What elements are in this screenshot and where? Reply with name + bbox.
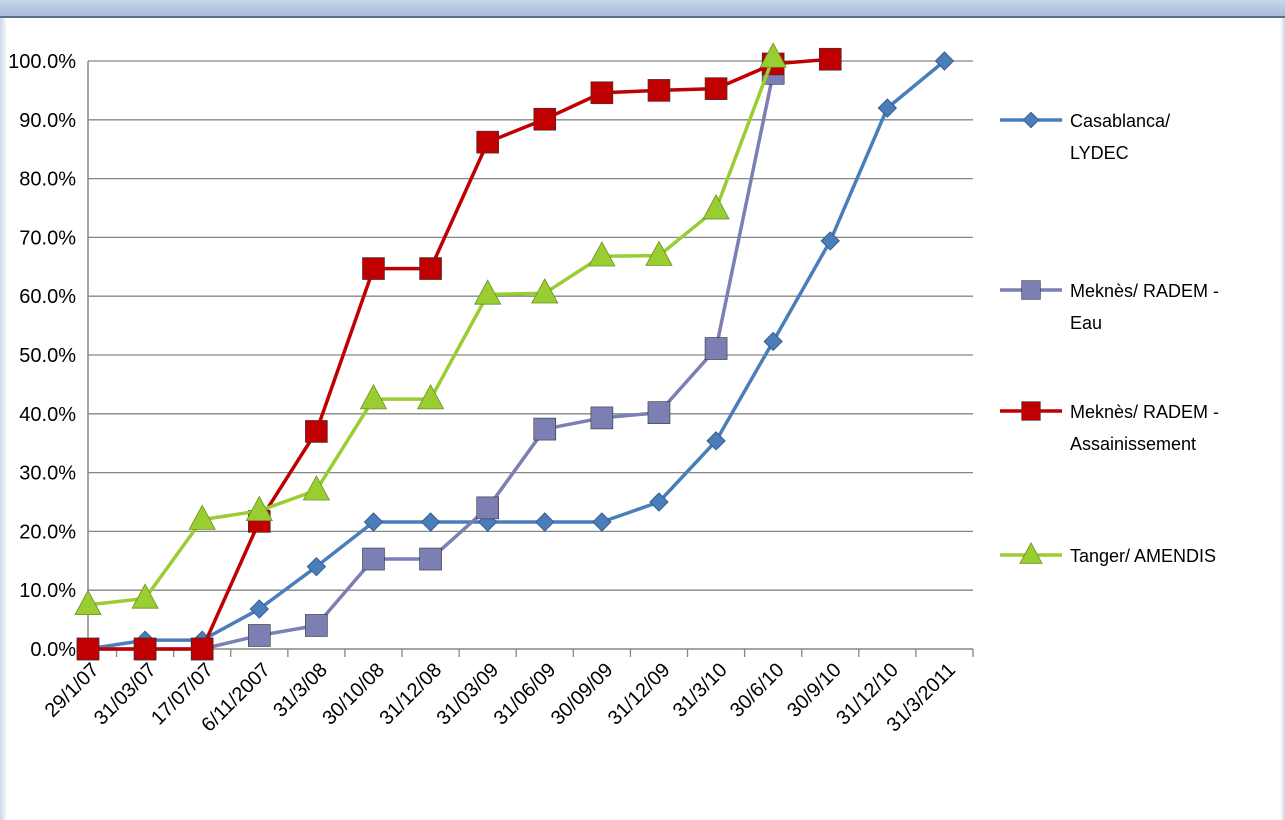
data-point — [877, 98, 898, 118]
legend-entry: Meknès/ RADEM - Eau — [1000, 280, 1219, 333]
x-axis — [87, 61, 974, 657]
data-point — [76, 637, 100, 661]
slide-left-edge — [0, 18, 6, 820]
y-tick-label: 60.0% — [19, 286, 76, 308]
x-tick-label: 30/6/10 — [726, 659, 789, 722]
data-point — [533, 107, 557, 131]
data-point — [74, 589, 102, 616]
legend-label: LYDEC — [1070, 143, 1129, 163]
series-markers — [76, 62, 785, 661]
y-tick-label: 90.0% — [19, 110, 76, 132]
x-tick-label: 31/03/09 — [433, 659, 504, 730]
data-point — [420, 512, 441, 532]
data-point — [818, 47, 842, 71]
data-point — [535, 512, 555, 532]
data-point — [363, 512, 384, 532]
legend-entry: Tanger/ AMENDIS — [1000, 542, 1216, 566]
legend-marker — [1022, 111, 1040, 129]
data-point — [305, 420, 328, 443]
legend-marker — [1021, 401, 1041, 421]
data-point — [131, 583, 159, 609]
legend-marker — [1019, 542, 1043, 564]
data-point — [249, 599, 269, 619]
slide-header-band — [0, 0, 1285, 18]
legend-marker — [1021, 280, 1041, 300]
data-point — [306, 556, 327, 577]
y-tick-label: 10.0% — [19, 580, 76, 602]
data-point — [531, 278, 559, 304]
data-point — [305, 614, 328, 637]
series-3 — [74, 42, 787, 616]
y-tick-label: 0.0% — [30, 639, 76, 661]
data-point — [647, 79, 671, 102]
data-point — [820, 231, 840, 251]
data-point — [763, 331, 783, 352]
x-tick-label: 30/10/08 — [318, 659, 389, 730]
data-point — [190, 637, 214, 661]
legend-entry: Meknès/ RADEM - Assainissement — [1000, 401, 1219, 454]
data-point — [245, 495, 273, 521]
data-point — [590, 406, 614, 430]
data-point — [416, 383, 445, 410]
data-point — [419, 257, 442, 280]
data-point — [302, 475, 331, 501]
legend-label: Meknès/ RADEM - — [1070, 402, 1219, 422]
legend-entry: Casablanca/LYDEC — [1000, 111, 1170, 163]
data-point — [362, 547, 385, 571]
data-point — [934, 51, 955, 71]
data-point — [533, 417, 557, 441]
data-point — [592, 512, 612, 532]
legend-label: Meknès/ RADEM - — [1070, 281, 1219, 301]
data-point — [474, 279, 502, 305]
legend-label: Tanger/ AMENDIS — [1070, 546, 1216, 566]
y-tick-label: 100.0% — [8, 51, 76, 73]
grid-lines — [88, 60, 973, 591]
legend-label: Casablanca/ — [1070, 111, 1170, 131]
x-tick-label: 31/3/10 — [669, 659, 732, 722]
data-point — [247, 624, 271, 647]
x-tick-label: 31/06/09 — [490, 659, 561, 730]
data-point — [649, 492, 669, 512]
data-point — [476, 130, 499, 154]
data-point — [704, 77, 728, 100]
legend-label: Eau — [1070, 313, 1102, 333]
x-axis-tick-labels: 29/1/0731/03/0717/07/076/11/200731/3/083… — [41, 659, 960, 736]
data-point — [588, 241, 616, 267]
slide-right-edge — [1281, 18, 1285, 820]
data-point — [133, 637, 157, 661]
x-tick-label: 31/12/08 — [376, 659, 447, 730]
y-tick-label: 40.0% — [19, 404, 76, 426]
data-point — [647, 401, 671, 424]
x-tick-label: 31/12/09 — [604, 659, 675, 730]
series-markers — [74, 42, 787, 616]
data-point — [590, 81, 614, 105]
y-tick-label: 50.0% — [19, 345, 76, 367]
series-line — [87, 59, 946, 651]
series-1 — [76, 62, 785, 661]
data-point — [704, 337, 728, 360]
data-point — [645, 240, 673, 266]
data-point — [476, 496, 499, 520]
y-axis-tick-labels: 0.0% 10.0% 20.0% 30.0% 40.0% 50.0% 60.0% 70.0% 8… — [8, 51, 76, 661]
y-tick-label: 30.0% — [19, 463, 76, 485]
y-tick-label: 80.0% — [19, 169, 76, 191]
data-point — [706, 431, 726, 451]
x-tick-label: 31/03/07 — [90, 659, 161, 730]
y-tick-label: 20.0% — [19, 521, 76, 543]
data-point — [362, 257, 385, 280]
data-point — [759, 42, 787, 68]
y-tick-label: 70.0% — [19, 227, 76, 249]
data-point — [419, 547, 442, 571]
x-tick-label: 30/09/09 — [547, 659, 618, 730]
data-point — [702, 194, 730, 220]
data-point — [359, 383, 388, 410]
data-point — [188, 504, 216, 530]
legend-label: Assainissement — [1070, 434, 1196, 454]
chart-series — [74, 42, 955, 661]
